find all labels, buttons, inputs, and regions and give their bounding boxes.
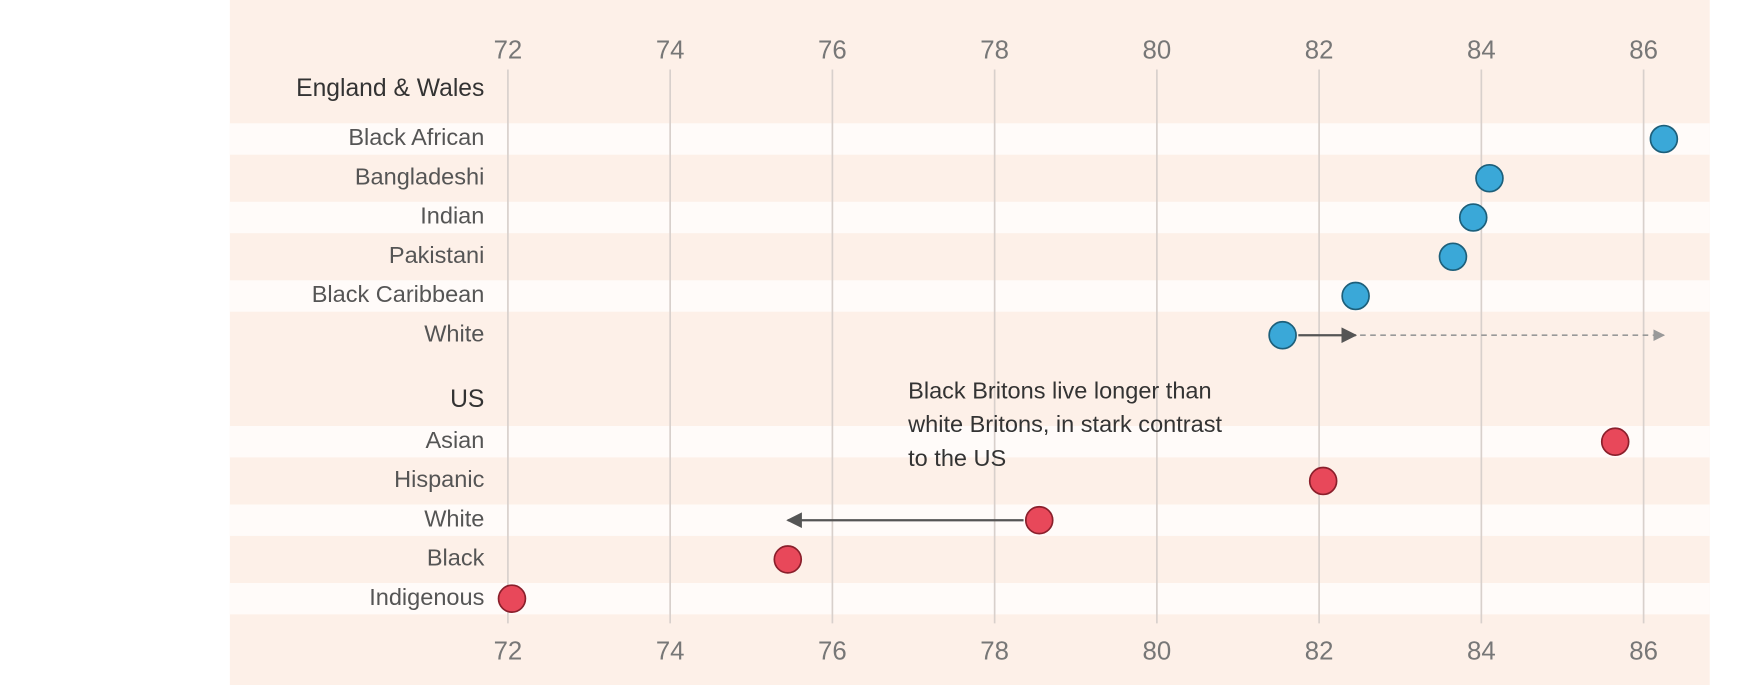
category-label: White <box>424 505 484 531</box>
dot <box>1600 427 1630 457</box>
x-tick-label-bottom: 84 <box>1467 637 1496 665</box>
x-tick-label-bottom: 72 <box>494 637 523 665</box>
category-label: Bangladeshi <box>355 163 485 189</box>
dot <box>497 584 527 613</box>
group-label: England & Wales <box>296 75 484 102</box>
x-tick-label-top: 72 <box>494 36 523 64</box>
annotation: to the US <box>908 445 1006 471</box>
x-tick-label-bottom: 76 <box>818 637 847 665</box>
category-label: Black Caribbean <box>312 281 485 307</box>
annotation: Black Britons live longer than <box>908 378 1211 404</box>
category-label: Asian <box>425 427 484 453</box>
category-label: Hispanic <box>394 466 484 492</box>
dot <box>1475 163 1504 193</box>
category-label: White <box>424 320 484 346</box>
plot-background <box>229 0 1710 685</box>
category-label: Pakistani <box>389 242 484 268</box>
x-tick-label-top: 80 <box>1143 36 1172 64</box>
x-tick-label-top: 84 <box>1467 36 1496 64</box>
category-label: Black <box>427 545 485 571</box>
category-label: Indian <box>420 203 484 229</box>
x-tick-label-bottom: 82 <box>1305 637 1334 665</box>
row-stripe <box>229 123 1710 155</box>
category-label: Indigenous <box>369 584 484 610</box>
annotation: white Britons, in stark contrast <box>907 411 1222 437</box>
x-tick-label-bottom: 86 <box>1629 637 1658 665</box>
x-tick-label-bottom: 80 <box>1143 637 1172 665</box>
x-tick-label-bottom: 74 <box>656 637 685 665</box>
group-label: US <box>450 386 484 413</box>
dot <box>773 545 803 574</box>
dot <box>1458 203 1488 232</box>
dot <box>1438 242 1468 272</box>
x-tick-label-top: 74 <box>656 36 685 64</box>
dot <box>1341 281 1370 311</box>
row-stripe <box>229 280 1710 312</box>
dot <box>1308 466 1338 496</box>
dot <box>1649 124 1679 154</box>
x-tick-label-top: 86 <box>1629 36 1658 64</box>
row-stripe <box>229 426 1710 458</box>
dot <box>1268 320 1297 350</box>
x-tick-label-top: 78 <box>980 36 1009 64</box>
category-label: Black African <box>348 124 484 150</box>
row-stripe <box>229 582 1710 615</box>
dot <box>1024 505 1054 535</box>
x-tick-label-top: 82 <box>1305 36 1334 64</box>
x-tick-label-bottom: 78 <box>980 637 1009 665</box>
x-tick-label-top: 76 <box>818 36 847 64</box>
